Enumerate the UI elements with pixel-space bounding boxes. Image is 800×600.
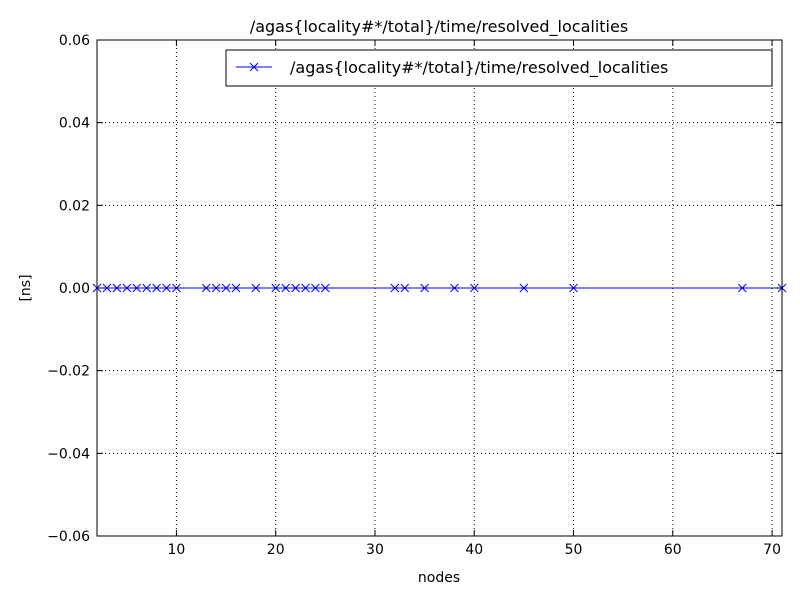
data-point bbox=[221, 283, 231, 293]
legend-series-marker bbox=[249, 62, 259, 72]
data-point bbox=[311, 283, 320, 293]
y-tick-label: 0.04 bbox=[59, 116, 90, 132]
data-point bbox=[450, 283, 459, 293]
y-tick-label: −0.02 bbox=[47, 364, 90, 380]
x-tick-label: 50 bbox=[565, 542, 583, 558]
data-point bbox=[320, 283, 330, 293]
y-tick-label: −0.06 bbox=[47, 529, 90, 545]
data-point bbox=[281, 283, 290, 293]
data-point bbox=[271, 283, 281, 293]
x-tick-label: 20 bbox=[267, 542, 285, 558]
y-tick-label: −0.04 bbox=[47, 446, 90, 462]
data-point bbox=[737, 283, 747, 293]
x-axis-label: nodes bbox=[418, 570, 460, 586]
data-point bbox=[172, 283, 181, 293]
data-point bbox=[251, 283, 261, 293]
data-point bbox=[231, 283, 241, 293]
data-point bbox=[142, 283, 151, 293]
data-point bbox=[162, 283, 171, 293]
x-tick-label: 40 bbox=[465, 542, 483, 558]
data-point bbox=[211, 283, 221, 293]
data-point bbox=[122, 283, 132, 293]
ticks: 10 20 30 40 50 60 70 −0.06 −0.04 −0.02 0.00 0.02 0.0… bbox=[47, 33, 782, 558]
data-point bbox=[420, 283, 429, 293]
y-tick-label: 0.06 bbox=[59, 33, 90, 49]
legend-series-label: /agas{locality#*/total}/time/resolved_lo… bbox=[290, 58, 668, 78]
x-tick-label: 70 bbox=[763, 542, 781, 558]
y-tick-label: 0.00 bbox=[59, 281, 90, 297]
legend-marker-x bbox=[249, 62, 259, 72]
data-point bbox=[569, 283, 578, 293]
data-point bbox=[390, 283, 400, 293]
y-tick-label: 0.02 bbox=[59, 198, 90, 214]
series-layer bbox=[92, 283, 787, 293]
legend-box bbox=[225, 49, 773, 87]
x-tick-label: 30 bbox=[366, 542, 384, 558]
x-tick-label: 60 bbox=[664, 542, 682, 558]
data-point bbox=[519, 283, 529, 293]
legend: /agas{locality#*/total}/time/resolved_lo… bbox=[225, 49, 773, 87]
data-point bbox=[400, 283, 410, 293]
data-point bbox=[132, 283, 142, 293]
data-point bbox=[469, 283, 479, 293]
y-axis-label: [ns] bbox=[18, 274, 34, 301]
data-point bbox=[102, 283, 112, 293]
data-point bbox=[201, 283, 211, 293]
data-point bbox=[301, 283, 310, 293]
data-point bbox=[291, 283, 300, 293]
x-tick-label: 10 bbox=[168, 542, 186, 558]
chart-title: /agas{locality#*/total}/time/resolved_lo… bbox=[250, 17, 628, 37]
data-point bbox=[112, 283, 122, 293]
data-point bbox=[152, 283, 161, 293]
